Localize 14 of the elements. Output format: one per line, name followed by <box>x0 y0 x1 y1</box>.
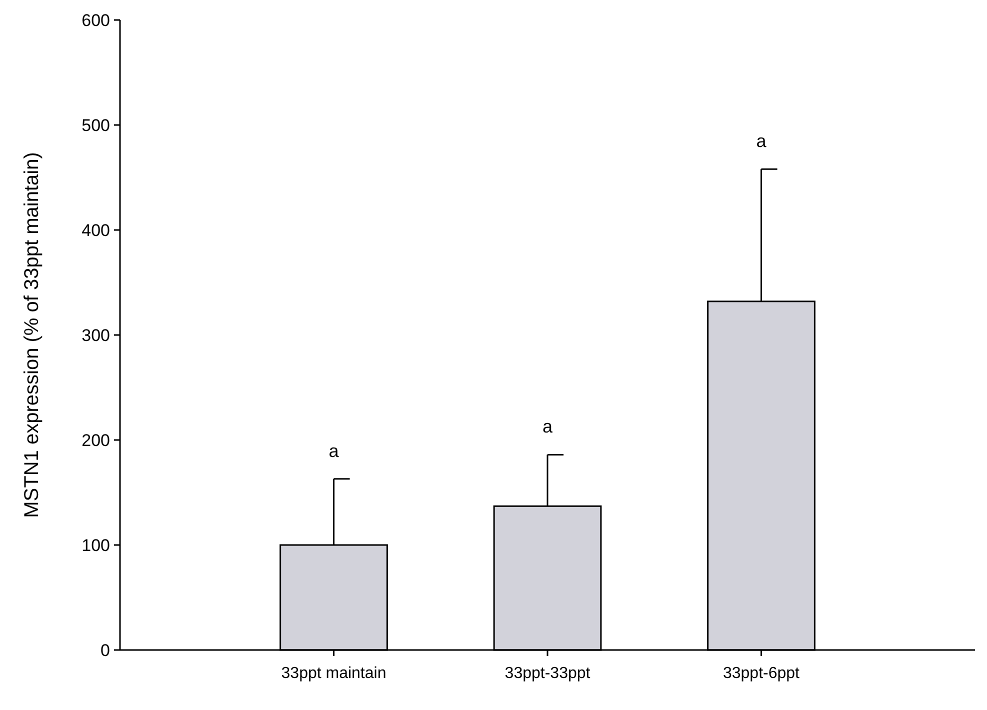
annotation: a <box>328 440 340 461</box>
annotation: a <box>756 131 768 152</box>
x-tick-label: 33ppt-33ppt <box>504 665 591 682</box>
annotation: a <box>542 416 554 437</box>
x-tick-label: 33ppt maintain <box>281 665 386 682</box>
y-tick-label: 100 <box>82 536 110 555</box>
x-tick-label: 33ppt-6ppt <box>722 665 800 682</box>
y-tick-label: 400 <box>82 220 110 240</box>
y-tick-label: 0 <box>100 640 110 660</box>
y-tick-label: 200 <box>82 430 110 450</box>
y-tick-label: 600 <box>82 10 110 30</box>
y-axis-title: MSTN1 expression (% of 33ppt maintain) <box>21 152 43 518</box>
y-tick-label: 500 <box>82 116 110 135</box>
y-tick-label: 300 <box>82 326 110 345</box>
